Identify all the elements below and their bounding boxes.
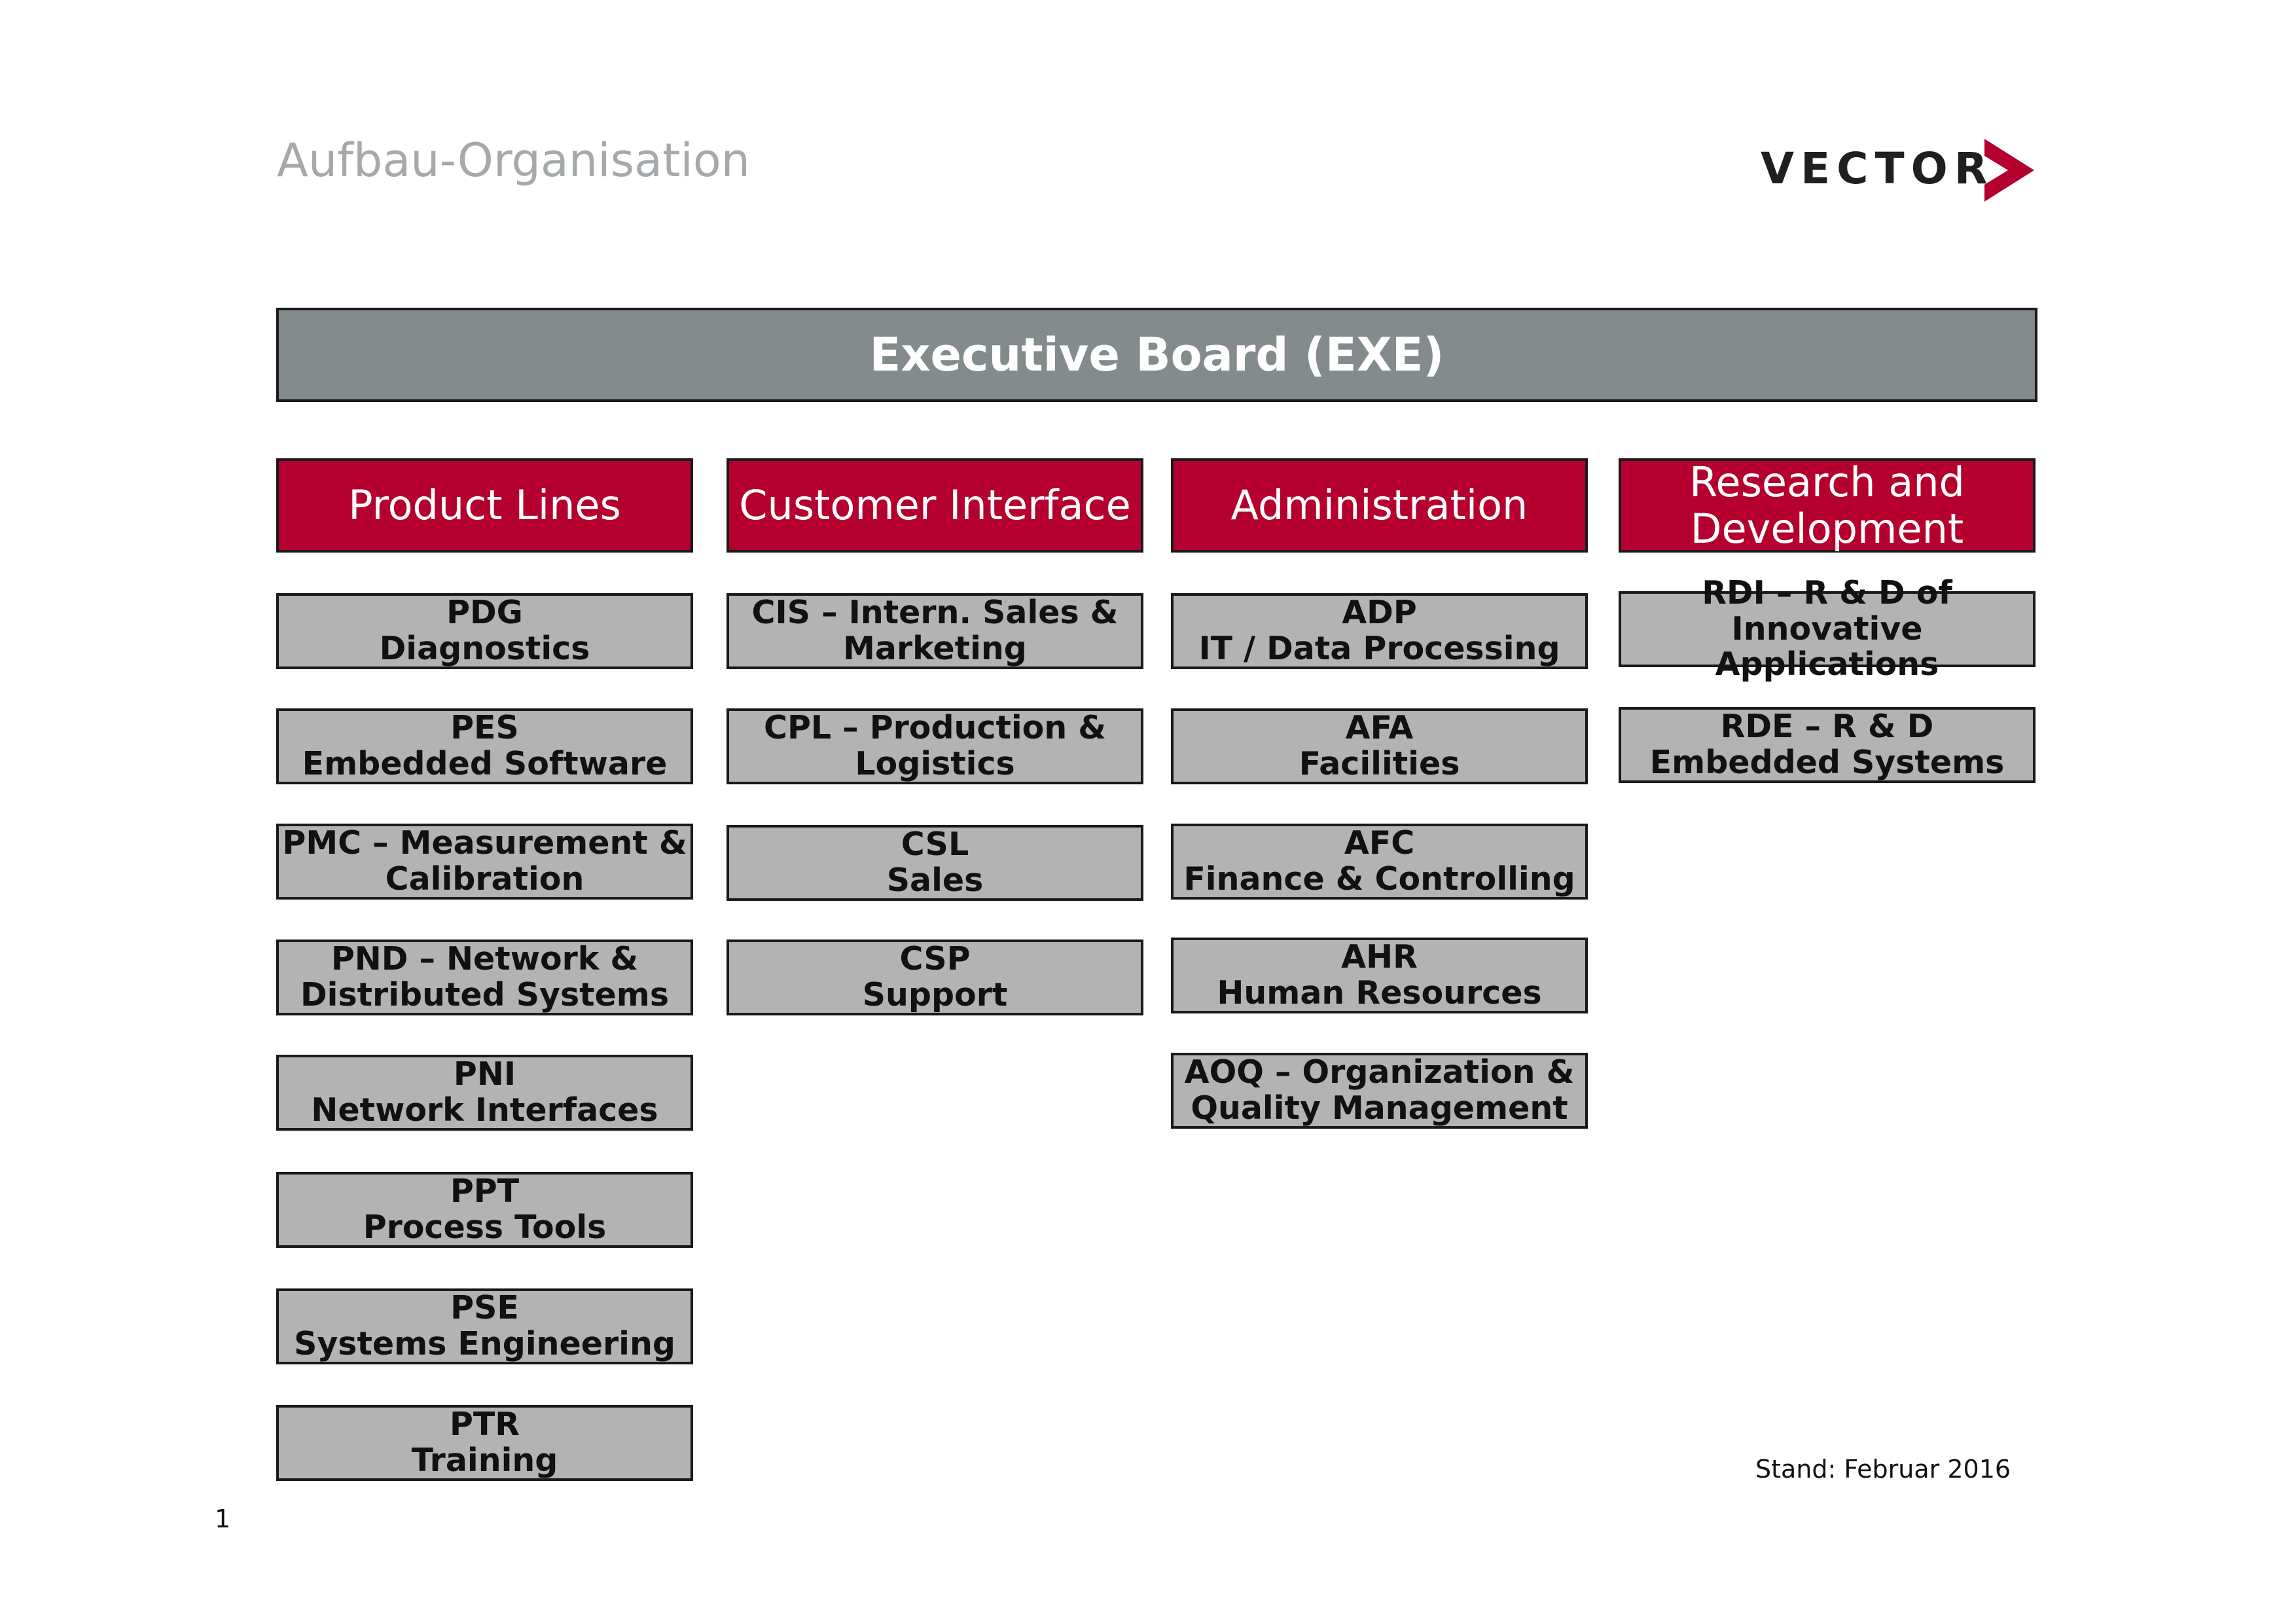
unit-box: PES Embedded Software bbox=[276, 708, 693, 784]
unit-label: PND – Network & Distributed Systems bbox=[300, 940, 670, 1013]
unit-box: PDG Diagnostics bbox=[276, 593, 693, 669]
unit-label: ADP IT / Data Processing bbox=[1198, 594, 1560, 667]
unit-box: PSE Systems Engineering bbox=[276, 1288, 693, 1364]
unit-label: RDE – R & D Embedded Systems bbox=[1649, 708, 2005, 781]
department-product-lines: Product Lines bbox=[276, 458, 693, 553]
unit-label: PNI Network Interfaces bbox=[311, 1055, 658, 1129]
department-research-development: Research and Development bbox=[1619, 458, 2036, 553]
department-label: Product Lines bbox=[348, 481, 621, 530]
executive-board-box: Executive Board (EXE) bbox=[276, 308, 2037, 402]
unit-box: CIS – Intern. Sales & Marketing bbox=[726, 593, 1143, 669]
unit-box: PMC – Measurement & Calibration bbox=[276, 824, 693, 900]
unit-box: PPT Process Tools bbox=[276, 1172, 693, 1248]
logo-chevron-icon bbox=[1984, 139, 2034, 202]
unit-box: CSL Sales bbox=[726, 825, 1143, 901]
unit-label: CIS – Intern. Sales & Marketing bbox=[751, 594, 1119, 667]
department-label: Customer Interface bbox=[739, 481, 1131, 530]
vector-logo: VECTOR bbox=[1761, 134, 2042, 206]
unit-label: RDI – R & D of Innovative Applications bbox=[1702, 574, 1952, 684]
department-label: Administration bbox=[1230, 481, 1528, 530]
unit-label: CSP Support bbox=[862, 940, 1008, 1013]
unit-label: PPT Process Tools bbox=[363, 1173, 607, 1246]
unit-box: AFA Facilities bbox=[1171, 708, 1588, 784]
unit-box: RDE – R & D Embedded Systems bbox=[1619, 707, 2036, 783]
unit-box: RDI – R & D of Innovative Applications bbox=[1619, 575, 2036, 682]
unit-box: CSP Support bbox=[726, 939, 1143, 1015]
unit-label: PES Embedded Software bbox=[302, 709, 668, 782]
department-administration: Administration bbox=[1171, 458, 1588, 553]
department-customer-interface: Customer Interface bbox=[726, 458, 1143, 553]
logo-wordmark: VECTOR bbox=[1761, 143, 1994, 194]
unit-box: CPL – Production & Logistics bbox=[726, 708, 1143, 784]
unit-label: PMC – Measurement & Calibration bbox=[282, 824, 687, 898]
unit-box: PNI Network Interfaces bbox=[276, 1055, 693, 1131]
unit-label: PTR Training bbox=[411, 1406, 558, 1479]
unit-label: AHR Human Resources bbox=[1217, 938, 1542, 1012]
unit-box: AHR Human Resources bbox=[1171, 938, 1588, 1013]
unit-label: PDG Diagnostics bbox=[379, 594, 590, 667]
unit-box: PND – Network & Distributed Systems bbox=[276, 939, 693, 1015]
unit-label: AOQ – Organization & Quality Management bbox=[1184, 1053, 1575, 1127]
page-number: 1 bbox=[215, 1504, 231, 1533]
unit-label: CPL – Production & Logistics bbox=[763, 709, 1107, 782]
page-title: Aufbau-Organisation bbox=[277, 134, 751, 187]
unit-box: AOQ – Organization & Quality Management bbox=[1171, 1053, 1588, 1129]
department-label: Research and Development bbox=[1689, 458, 1965, 553]
unit-label: AFC Finance & Controlling bbox=[1183, 824, 1575, 898]
unit-box: ADP IT / Data Processing bbox=[1171, 593, 1588, 669]
executive-board-label: Executive Board (EXE) bbox=[869, 328, 1444, 382]
unit-label: PSE Systems Engineering bbox=[294, 1289, 675, 1362]
date-note: Stand: Februar 2016 bbox=[1755, 1455, 2011, 1484]
unit-label: CSL Sales bbox=[886, 826, 984, 899]
unit-box: AFC Finance & Controlling bbox=[1171, 824, 1588, 900]
unit-label: AFA Facilities bbox=[1299, 709, 1460, 782]
unit-box: PTR Training bbox=[276, 1405, 693, 1481]
